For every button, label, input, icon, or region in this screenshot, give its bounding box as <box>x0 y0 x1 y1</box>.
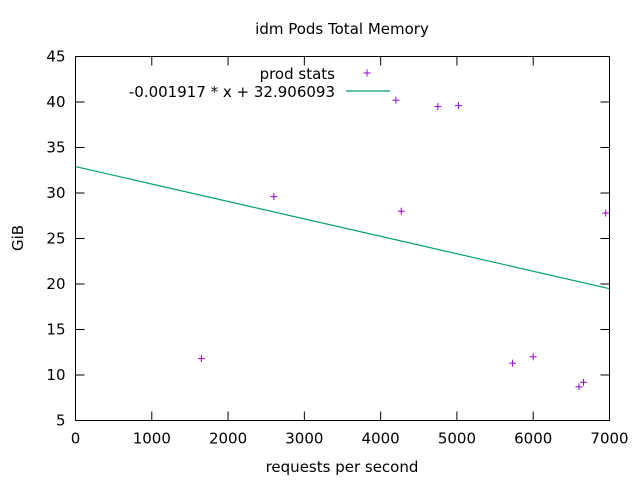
y-tick-label: 10 <box>46 366 65 384</box>
x-tick-label: 7000 <box>590 430 628 448</box>
x-tick-label: 3000 <box>285 430 323 448</box>
y-tick-label: 15 <box>46 321 65 339</box>
y-tick-label: 25 <box>46 230 65 248</box>
y-tick-label: 5 <box>56 412 66 430</box>
data-point <box>509 359 517 367</box>
fit-line <box>75 165 610 290</box>
plot-area <box>75 96 610 391</box>
y-tick-label: 40 <box>46 93 65 111</box>
axis-tick-labels: 0 1000 2000 3000 4000 5000 6000 7000 5 10 15 20 25 30… <box>46 48 628 448</box>
y-tick-label: 35 <box>46 139 65 157</box>
legend: prod stats -0.001917 * x + 32.906093 <box>129 65 390 101</box>
legend-marker-prod-stats <box>363 69 371 77</box>
legend-point-marker <box>363 69 371 77</box>
x-tick-label: 0 <box>71 430 81 448</box>
y-tick-label: 20 <box>46 275 65 293</box>
data-point <box>270 193 278 201</box>
data-point <box>575 383 583 391</box>
plot-frame <box>75 56 610 421</box>
data-point <box>397 207 405 215</box>
data-point <box>197 355 205 363</box>
x-tick-label: 1000 <box>133 430 171 448</box>
x-tick-label: 4000 <box>362 430 400 448</box>
chart-title: idm Pods Total Memory <box>255 20 429 38</box>
y-tick-label: 45 <box>46 48 65 66</box>
x-tick-label: 2000 <box>209 430 247 448</box>
x-axis-label: requests per second <box>266 458 419 476</box>
data-point <box>392 96 400 104</box>
x-tick-label: 5000 <box>438 430 476 448</box>
data-point <box>602 209 610 217</box>
legend-label-fit-line: -0.001917 * x + 32.906093 <box>129 83 335 101</box>
legend-label-prod-stats: prod stats <box>260 65 336 83</box>
axis-ticks <box>75 56 610 421</box>
data-point <box>580 378 588 386</box>
x-tick-label: 6000 <box>514 430 552 448</box>
data-point <box>434 103 442 111</box>
y-axis-label: GiB <box>9 225 27 251</box>
y-tick-label: 30 <box>46 184 65 202</box>
data-point <box>529 353 537 361</box>
data-point <box>454 102 462 110</box>
